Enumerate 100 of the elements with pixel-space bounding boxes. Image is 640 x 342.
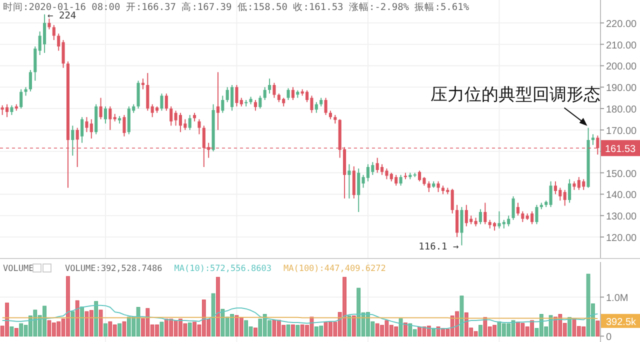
candlestick — [10, 104, 14, 116]
candlestick — [71, 125, 74, 156]
candlestick — [563, 189, 566, 206]
candlestick — [399, 174, 402, 186]
bar — [432, 328, 436, 336]
annotation: 116.1 → — [418, 241, 459, 252]
y-tick-label: 1.0M — [606, 293, 628, 304]
candlestick — [80, 116, 84, 144]
candlestick — [57, 33, 60, 52]
candlestick — [521, 210, 524, 223]
candlestick — [20, 88, 23, 110]
y-tick-label: 220.00 — [606, 18, 638, 30]
candlestick — [188, 114, 192, 130]
candlestick — [418, 170, 422, 182]
candlestick — [216, 72, 220, 130]
bar — [478, 324, 482, 336]
candlestick — [141, 78, 144, 90]
bar — [80, 306, 84, 336]
candlestick — [348, 164, 351, 199]
candlestick — [48, 18, 51, 30]
candlestick — [512, 196, 515, 220]
candlestick — [263, 86, 266, 100]
y-tick-label: 140.00 — [606, 190, 638, 202]
candlestick — [484, 202, 487, 225]
y-tick-label: 200.00 — [606, 62, 638, 73]
candlestick — [516, 202, 520, 216]
candlestick — [456, 204, 459, 238]
candlestick — [99, 97, 102, 120]
text: 392.5k — [606, 316, 638, 328]
bar — [291, 324, 295, 336]
bar — [352, 316, 356, 336]
candlestick — [164, 93, 168, 112]
candlestick — [108, 106, 112, 130]
candlestick — [286, 88, 290, 100]
candlestick — [85, 116, 88, 133]
candlestick — [314, 102, 318, 114]
y-tick-label: 210.00 — [606, 40, 638, 52]
bar — [188, 322, 192, 336]
candlestick — [160, 93, 164, 112]
candlestick — [104, 106, 107, 124]
bar — [75, 300, 80, 336]
candlestick — [90, 118, 93, 140]
candlestick — [549, 180, 552, 208]
candlestick — [258, 95, 262, 110]
candlestick — [427, 180, 430, 193]
candlestick — [235, 84, 238, 107]
candlestick — [568, 178, 572, 204]
text: MA(10):572,556.8603 — [174, 264, 272, 274]
y-tick-label: 190.00 — [606, 83, 638, 94]
y-tick-label: 170.00 — [606, 126, 638, 137]
candlestick — [478, 208, 482, 225]
candlestick — [170, 106, 173, 126]
candlestick — [146, 72, 150, 112]
bar — [254, 328, 258, 336]
candlestick — [498, 210, 501, 229]
candlestick — [268, 78, 272, 94]
candlestick — [272, 82, 276, 98]
y-tick-label: 150.00 — [606, 168, 638, 180]
bar — [70, 311, 75, 336]
series-label: VOLUME:392,528.7486 — [65, 264, 162, 274]
bar — [118, 323, 122, 336]
bar — [244, 320, 248, 336]
bar — [239, 317, 244, 336]
bar — [89, 310, 94, 336]
bar — [160, 322, 164, 336]
bar — [122, 321, 126, 336]
bar — [286, 324, 290, 336]
candlestick — [460, 206, 464, 246]
bar — [19, 323, 24, 336]
annotation: 压力位的典型回调形态 — [430, 84, 600, 105]
candlestick — [535, 204, 538, 225]
bar — [404, 322, 408, 336]
bar — [426, 326, 431, 336]
candlestick — [591, 134, 594, 146]
candlestick — [136, 80, 140, 110]
candlestick — [450, 188, 454, 214]
bar — [216, 276, 220, 336]
candlestick — [122, 114, 126, 137]
candlestick — [198, 118, 201, 135]
y-tick-label: 130.00 — [606, 212, 638, 223]
text: MA(100):447,409.6272 — [283, 264, 386, 274]
ref-line-label: 161.53 — [605, 144, 636, 156]
chart-title: 时间:2020-01-16 08:00 开:166.37 高:167.39 低:158.50 收:161.53 涨幅:-2.98% 振幅:5.61% — [3, 1, 470, 13]
candlestick — [62, 40, 65, 68]
candlestick — [221, 95, 224, 114]
candlestick — [52, 24, 56, 41]
y-tick-label: 120.00 — [606, 233, 638, 244]
candlestick — [357, 168, 360, 212]
bar — [296, 324, 300, 336]
chart-title: VOLUME — [3, 264, 34, 274]
y-tick-label: 180.00 — [606, 104, 638, 116]
line-series — [2, 304, 598, 330]
annotation: ← 224 — [48, 10, 76, 22]
candlestick — [436, 180, 440, 193]
bar — [596, 320, 600, 336]
y-tick-label: 0 — [606, 332, 612, 342]
candlestick — [291, 86, 294, 100]
candlestick — [254, 99, 257, 112]
bar — [10, 326, 14, 336]
candlestick — [34, 46, 37, 82]
